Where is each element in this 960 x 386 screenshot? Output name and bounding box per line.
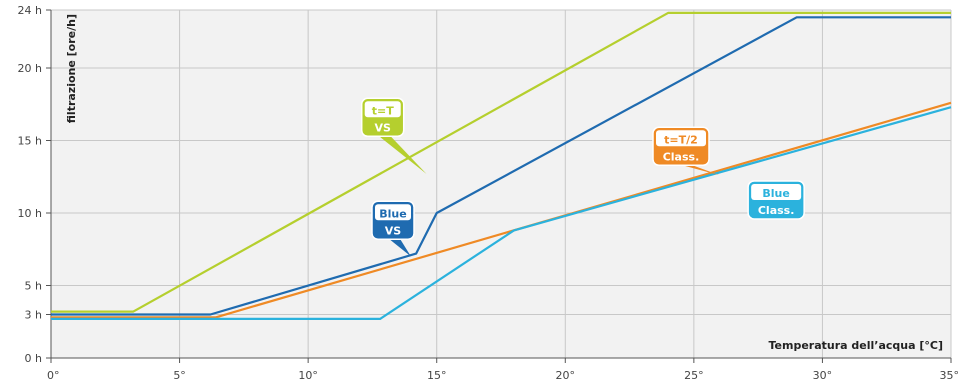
y-tick-label: 5 h: [25, 280, 42, 293]
x-tick-label: 35°: [940, 369, 960, 382]
callout-line1: Blue: [379, 207, 406, 220]
callout-pointer: [387, 237, 411, 257]
callout-top-panel: [364, 101, 401, 118]
callout-top-panel: [375, 204, 411, 221]
y-tick-label: 3 h: [25, 309, 42, 322]
callout-line2: VS: [385, 224, 402, 237]
x-tick-label: 25°: [684, 369, 704, 382]
callout-label: Blue Class.: [747, 180, 805, 220]
callout-label: Blue VS: [371, 200, 415, 257]
x-tick-label: 0°: [47, 369, 60, 382]
y-axis-title: filtrazione [ore/h]: [65, 14, 78, 123]
callout-line1: Blue: [762, 187, 789, 200]
y-tick-label: 10 h: [18, 207, 42, 220]
callout-top-panel: [656, 130, 706, 147]
series-line: [51, 106, 952, 320]
y-tick-label: 20 h: [18, 62, 42, 75]
callout-pointer: [675, 163, 720, 176]
y-tick-label: 0 h: [25, 352, 42, 365]
series-line: [51, 101, 952, 319]
callout-label: t=T/2 Class.: [652, 126, 720, 176]
x-tick-label: 15°: [427, 369, 447, 382]
callout-label: t=T VS: [360, 97, 427, 174]
callout-line2: Class.: [758, 204, 795, 217]
series-layer: [51, 11, 952, 320]
plot-area: [51, 10, 951, 358]
x-tick-label: 20°: [556, 369, 576, 382]
y-tick-label: 15 h: [18, 135, 42, 148]
callout-pointer: [376, 134, 427, 174]
callout-top-panel: [751, 183, 802, 200]
x-tick-label: 30°: [813, 369, 833, 382]
callout-line2: VS: [374, 121, 391, 134]
x-tick-label: 5°: [173, 369, 186, 382]
x-tick-label: 10°: [298, 369, 318, 382]
series-line: [51, 16, 951, 316]
callout-line1: t=T: [372, 104, 394, 117]
axes: 0° 5° 10° 15° 20° 25° 30° 35° 0 h 3 h 5 h 10 h 15 h 2…: [18, 4, 959, 382]
callout-line2: Class.: [663, 150, 700, 163]
callout-line1: t=T/2: [664, 133, 698, 146]
series-line: [51, 11, 951, 313]
x-axis-title: Temperatura dell’acqua [°C]: [769, 339, 944, 352]
callout-layer: t=T VS Blue VS t=T/2 Class. Blue Class.: [360, 97, 805, 257]
y-tick-label: 24 h: [18, 4, 42, 17]
